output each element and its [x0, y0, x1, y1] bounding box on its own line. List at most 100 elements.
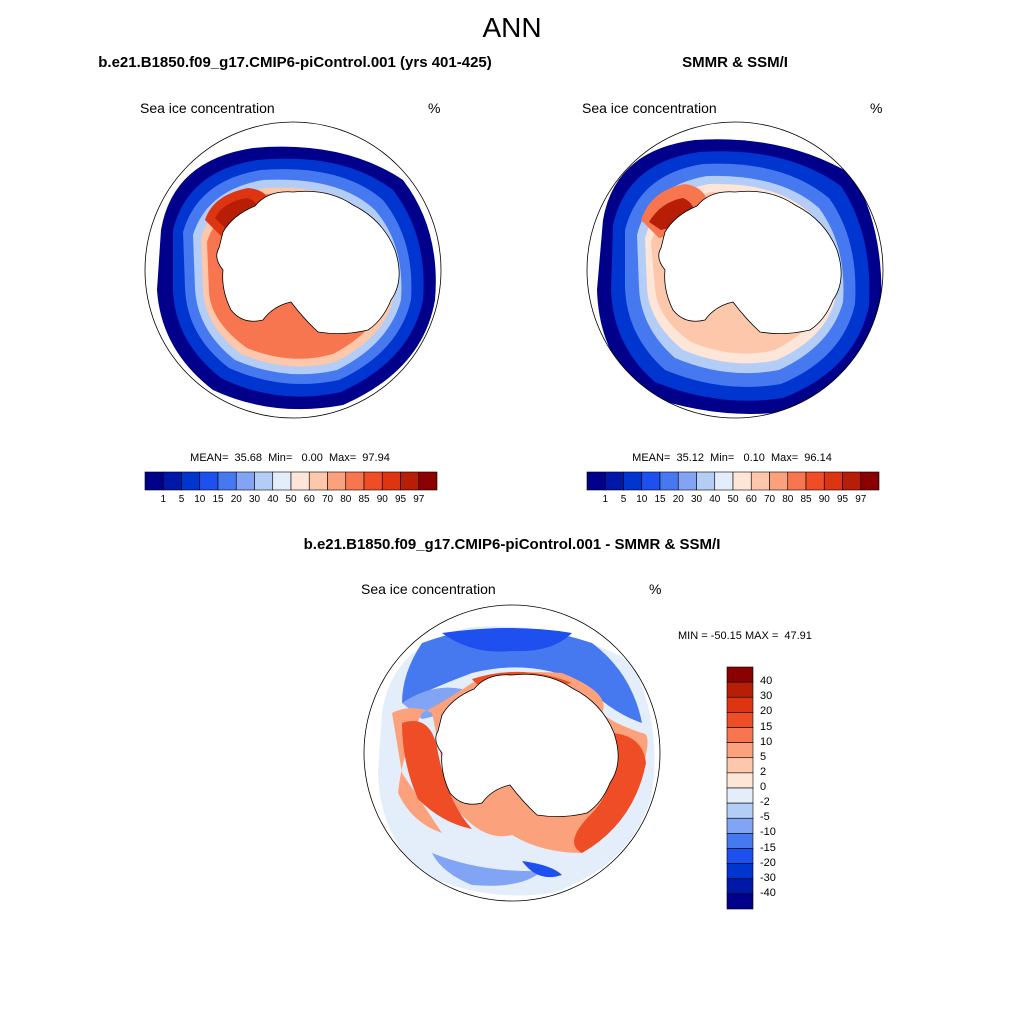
- diff-colorbar-swatch: [726, 696, 754, 713]
- colorbar-tick-label: 60: [303, 494, 315, 505]
- colorbar-swatch: [290, 471, 310, 491]
- colorbar-tick-label: 20: [672, 494, 684, 505]
- diff-units-label: %: [649, 581, 662, 597]
- obs-colorbar-labels: 1 5 10 15 20 30 40 50 60 70 80 85 90 95 97: [587, 494, 879, 508]
- figure-title: ANN: [482, 12, 542, 43]
- colorbar-tick-label: 15: [212, 494, 224, 505]
- model-colorbar: [144, 471, 438, 491]
- diff-colorbar-swatch: [726, 787, 754, 804]
- diff-colorbar-swatch: [726, 802, 754, 819]
- colorbar-swatch: [235, 471, 255, 491]
- colorbar-swatch: [400, 471, 420, 491]
- diff-colorbar-tick-label: -15: [760, 841, 776, 854]
- obs-variable-label: Sea ice concentration: [582, 100, 717, 116]
- colorbar-tick-label: 90: [376, 494, 388, 505]
- diff-colorbar-tick-label: 10: [760, 735, 773, 748]
- colorbar-swatch: [308, 471, 328, 491]
- colorbar-tick-label: 50: [285, 494, 297, 505]
- obs-panel-title: SMMR & SSM/I: [682, 54, 788, 71]
- colorbar-tick-label: 97: [855, 494, 867, 505]
- colorbar-swatch: [860, 471, 880, 491]
- diff-colorbar-tick-label: -2: [760, 796, 770, 809]
- colorbar-swatch: [623, 471, 643, 491]
- colorbar-tick-label: 95: [394, 494, 407, 505]
- colorbar-swatch: [677, 471, 697, 491]
- diff-colorbar-tick-label: 30: [760, 690, 773, 703]
- diff-colorbar-swatch: [726, 742, 754, 759]
- colorbar-swatch: [750, 471, 770, 491]
- model-panel-title: b.e21.B1850.f09_g17.CMIP6-piControl.001 …: [98, 54, 492, 71]
- diff-colorbar-swatch: [726, 681, 754, 698]
- diff-colorbar-tick-label: 0: [760, 781, 767, 793]
- diff-colorbar-tick-label: 15: [760, 720, 773, 733]
- colorbar-tick-label: 1: [160, 494, 167, 505]
- colorbar-tick-label: 1: [602, 494, 609, 505]
- colorbar-swatch: [327, 471, 347, 491]
- colorbar-swatch: [714, 471, 734, 491]
- colorbar-swatch: [769, 471, 789, 491]
- diff-colorbar-swatch: [726, 666, 754, 683]
- colorbar-tick-label: 5: [620, 494, 627, 505]
- model-units-label: %: [428, 100, 441, 116]
- colorbar-tick-label: 95: [836, 494, 849, 505]
- colorbar-tick-label: 80: [782, 494, 794, 505]
- model-variable-label: Sea ice concentration: [140, 100, 275, 116]
- colorbar-tick-label: 40: [267, 494, 279, 505]
- colorbar-swatch: [732, 471, 752, 491]
- diff-minmax: MIN = -50.15 MAX = 47.91: [678, 630, 812, 642]
- colorbar-swatch: [805, 471, 825, 491]
- diff-colorbar-tick-label: -30: [760, 871, 776, 884]
- colorbar-swatch: [842, 471, 862, 491]
- diff-colorbar-swatch: [726, 727, 754, 743]
- colorbar-swatch: [144, 471, 164, 491]
- diff-colorbar-swatch: [726, 863, 754, 880]
- model-stats: MEAN= 35.68 Min= 0.00 Max= 97.94: [190, 452, 390, 464]
- colorbar-tick-label: 30: [690, 494, 703, 505]
- diff-colorbar-swatch: [726, 757, 754, 774]
- colorbar-swatch: [381, 471, 401, 491]
- colorbar-swatch: [254, 471, 274, 491]
- colorbar-tick-label: 30: [248, 494, 261, 505]
- diff-colorbar: [726, 666, 754, 910]
- colorbar-swatch: [659, 471, 679, 491]
- diff-colorbar-tick-label: -10: [760, 826, 776, 839]
- colorbar-swatch: [787, 471, 807, 491]
- diff-colorbar-swatch: [726, 712, 754, 728]
- diff-colorbar-tick-label: 5: [760, 750, 767, 763]
- diff-polar-map: [363, 604, 661, 902]
- diff-colorbar-swatch: [726, 878, 754, 895]
- diff-colorbar-swatch: [726, 833, 754, 849]
- obs-stats: MEAN= 35.12 Min= 0.10 Max= 96.14: [632, 452, 832, 464]
- colorbar-tick-label: 10: [636, 494, 648, 505]
- colorbar-swatch: [823, 471, 843, 491]
- model-polar-map: [144, 121, 442, 419]
- obs-colorbar: [586, 471, 880, 491]
- colorbar-swatch: [604, 471, 624, 491]
- colorbar-tick-label: 80: [340, 494, 352, 505]
- colorbar-tick-label: 70: [321, 494, 334, 505]
- diff-colorbar-swatch: [726, 893, 754, 910]
- diff-variable-label: Sea ice concentration: [361, 581, 496, 597]
- diff-colorbar-tick-label: 2: [760, 765, 767, 778]
- diff-colorbar-swatch: [726, 848, 754, 864]
- diff-colorbar-tick-label: -40: [760, 886, 776, 899]
- colorbar-tick-label: 97: [413, 494, 425, 505]
- colorbar-swatch: [363, 471, 383, 491]
- diff-colorbar-tick-label: -5: [760, 811, 770, 824]
- colorbar-tick-label: 85: [800, 494, 812, 505]
- colorbar-swatch: [696, 471, 716, 491]
- colorbar-tick-label: 20: [230, 494, 242, 505]
- model-colorbar-labels: 1 5 10 15 20 30 40 50 60 70 80 85 90 95 97: [145, 494, 437, 508]
- diff-colorbar-tick-label: -20: [760, 856, 776, 869]
- diff-colorbar-swatch: [726, 772, 754, 789]
- diff-colorbar-swatch: [726, 817, 754, 834]
- obs-units-label: %: [870, 100, 883, 116]
- colorbar-swatch: [199, 471, 219, 491]
- diff-colorbar-labels: 40 30 20 15 10 5 2 0 -2 -5 -10 -15 -20 -30 -40: [758, 667, 798, 909]
- colorbar-swatch: [586, 471, 606, 491]
- colorbar-swatch: [641, 471, 661, 491]
- colorbar-tick-label: 15: [654, 494, 666, 505]
- colorbar-tick-label: 90: [818, 494, 830, 505]
- diff-colorbar-tick-label: 40: [760, 675, 773, 688]
- colorbar-swatch: [181, 471, 201, 491]
